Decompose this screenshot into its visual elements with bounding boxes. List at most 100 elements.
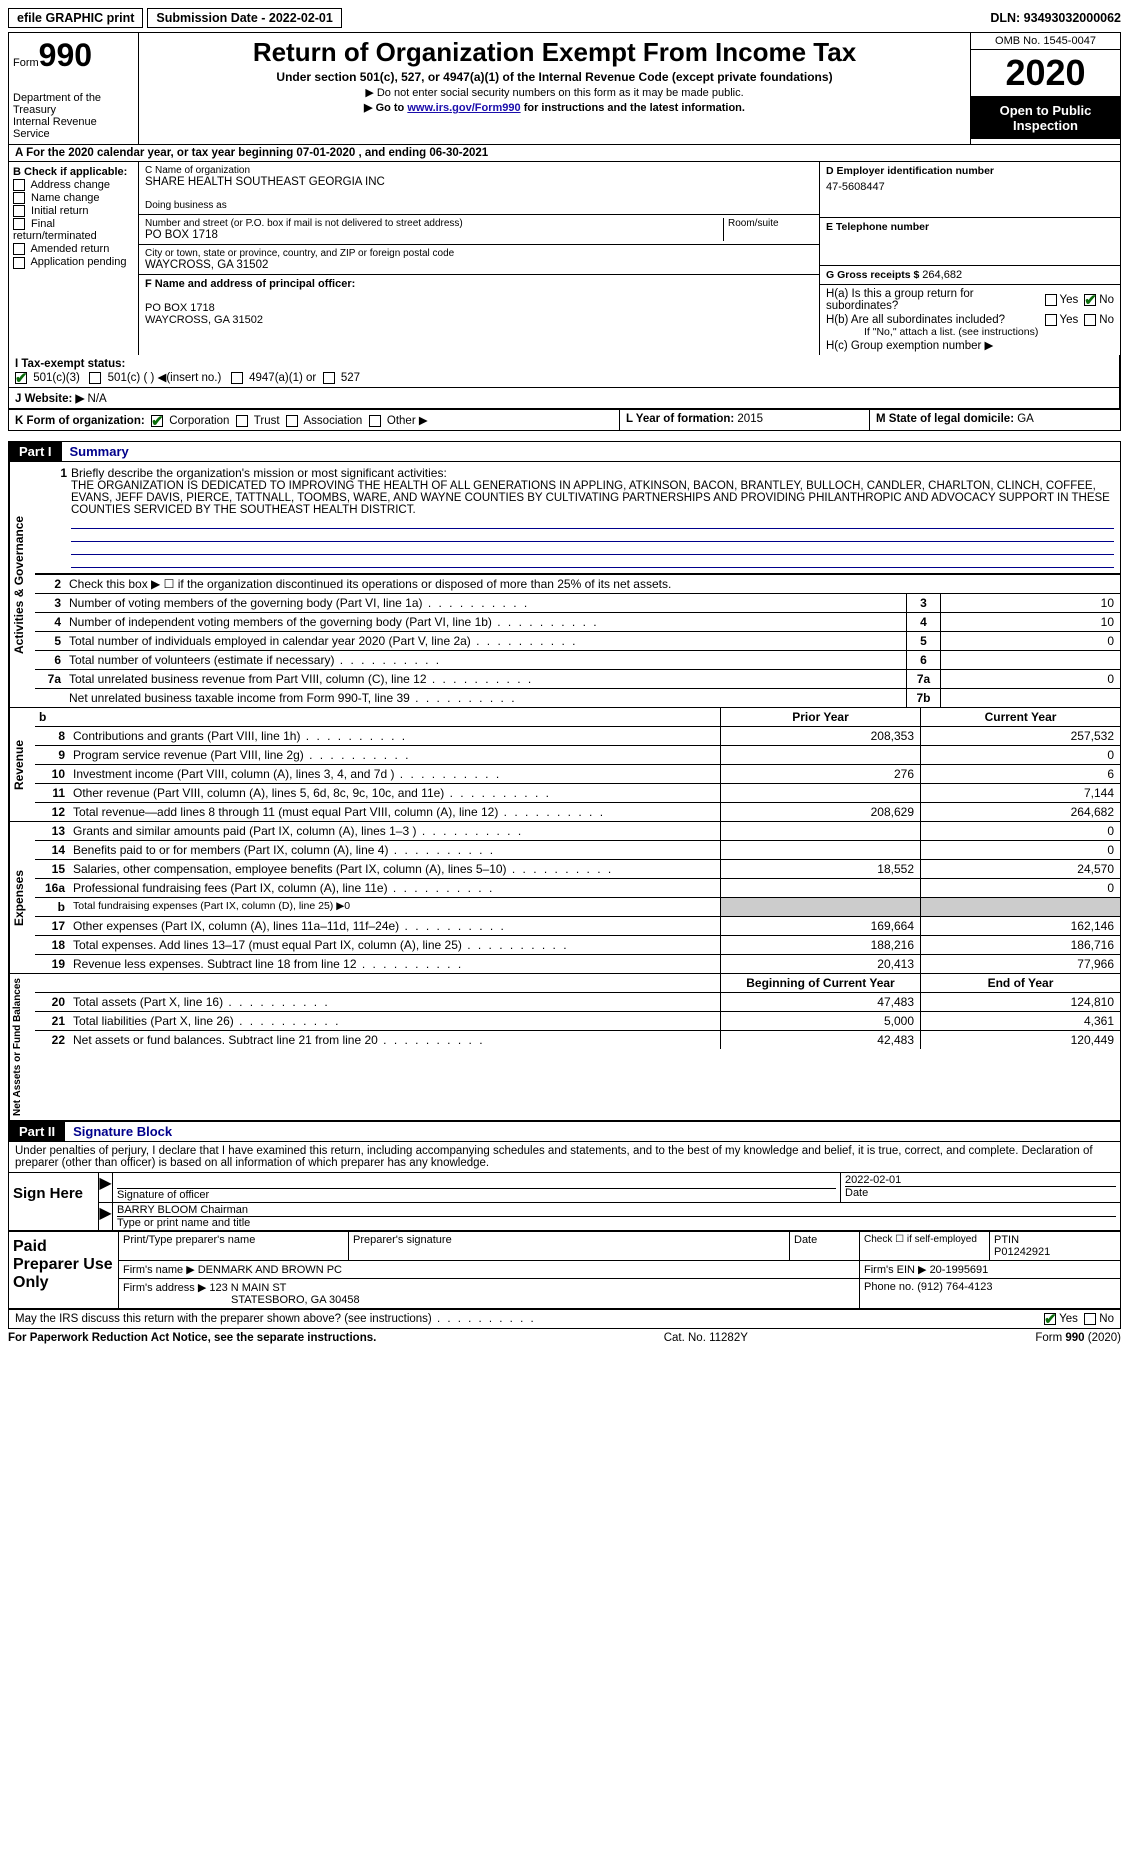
line-text: Net unrelated business taxable income fr… xyxy=(65,689,906,707)
k-checkbox[interactable] xyxy=(151,415,163,427)
col-b-item[interactable]: Address change xyxy=(13,179,134,191)
hb-yes: Yes xyxy=(1060,314,1079,326)
checkbox-icon[interactable] xyxy=(13,205,25,217)
line-2-text: Check this box ▶ ☐ if the organization d… xyxy=(65,575,1120,593)
k-option[interactable]: Corporation xyxy=(148,415,230,427)
l-value: 2015 xyxy=(737,413,763,425)
line-text: Total unrelated business revenue from Pa… xyxy=(65,670,906,688)
current-value: 0 xyxy=(920,879,1120,897)
firm-addr2: STATESBORO, GA 30458 xyxy=(231,1294,360,1306)
current-value: 0 xyxy=(920,822,1120,840)
addr-label: Number and street (or P.O. box if mail i… xyxy=(145,218,723,229)
col-b-item[interactable]: Application pending xyxy=(13,256,134,268)
hb-note: If "No," attach a list. (see instruction… xyxy=(864,326,1114,338)
col-b-item[interactable]: Initial return xyxy=(13,205,134,217)
opt-501c: 501(c) ( ) ◀(insert no.) xyxy=(108,372,222,384)
current-value: 162,146 xyxy=(920,917,1120,935)
expenses-body: 13Grants and similar amounts paid (Part … xyxy=(35,822,1120,973)
current-value: 264,682 xyxy=(920,803,1120,821)
k-option[interactable]: Association xyxy=(280,415,363,427)
officer-addr1: PO BOX 1718 xyxy=(145,302,813,314)
footer-left: For Paperwork Reduction Act Notice, see … xyxy=(8,1332,376,1344)
ha-yes-checkbox[interactable] xyxy=(1045,294,1057,306)
firm-phone-label: Phone no. xyxy=(864,1281,917,1293)
gross-cell: G Gross receipts $ 264,682 xyxy=(820,266,1120,285)
topbar: efile GRAPHIC print Submission Date - 20… xyxy=(8,8,1121,28)
sig-label: Signature of officer xyxy=(117,1188,836,1201)
gov-row: 5Total number of individuals employed in… xyxy=(35,631,1120,650)
fin-row: 13Grants and similar amounts paid (Part … xyxy=(35,822,1120,840)
date-label: Date xyxy=(845,1186,1116,1199)
hb-no-checkbox[interactable] xyxy=(1084,314,1096,326)
gross-label: G Gross receipts $ xyxy=(826,269,922,281)
vlabel-governance: Activities & Governance xyxy=(9,462,35,707)
prior-value xyxy=(720,841,920,859)
net-assets-section: Net Assets or Fund Balances Beginning of… xyxy=(8,974,1121,1121)
expenses-section: Expenses 13Grants and similar amounts pa… xyxy=(8,822,1121,974)
mission-block: 1 Briefly describe the organization's mi… xyxy=(35,462,1120,574)
revenue-header: b Prior Year Current Year xyxy=(35,708,1120,727)
prior-value xyxy=(720,898,920,916)
checkbox-icon[interactable] xyxy=(13,192,25,204)
blank-line xyxy=(71,556,1114,568)
header-title-block: Return of Organization Exempt From Incom… xyxy=(139,33,970,144)
fin-row: 19Revenue less expenses. Subtract line 1… xyxy=(35,954,1120,973)
prior-year-header: Prior Year xyxy=(720,708,920,726)
line-value: 0 xyxy=(940,670,1120,688)
hb-no: No xyxy=(1099,314,1114,326)
irs-link[interactable]: www.irs.gov/Form990 xyxy=(407,102,520,114)
submission-date-button[interactable]: Submission Date - 2022-02-01 xyxy=(147,8,341,28)
dba-label: Doing business as xyxy=(145,200,813,211)
col-b-checkboxes: B Check if applicable: Address change Na… xyxy=(9,162,139,355)
line-text: Professional fundraising fees (Part IX, … xyxy=(69,879,720,897)
line-num: b xyxy=(35,898,69,916)
col-b-item[interactable]: Final return/terminated xyxy=(13,218,134,242)
line-box-num: 6 xyxy=(906,651,940,669)
opt-527: 527 xyxy=(341,372,360,384)
year-formation-cell: L Year of formation: 2015 xyxy=(620,410,870,430)
ha-no-checkbox[interactable] xyxy=(1084,294,1096,306)
col-b-item[interactable]: Amended return xyxy=(13,243,134,255)
line-num xyxy=(35,689,65,707)
addr-cell: Number and street (or P.O. box if mail i… xyxy=(139,215,819,245)
fin-row: bTotal fundraising expenses (Part IX, co… xyxy=(35,897,1120,916)
k-checkbox[interactable] xyxy=(369,415,381,427)
col-b-label: B Check if applicable: xyxy=(13,166,134,178)
row-k-form-org: K Form of organization: Corporation Trus… xyxy=(8,409,1121,431)
prior-value: 5,000 xyxy=(720,1012,920,1030)
k-option[interactable]: Trust xyxy=(229,415,279,427)
ha-no: No xyxy=(1099,294,1114,306)
discuss-no-checkbox[interactable] xyxy=(1084,1313,1096,1325)
checkbox-icon[interactable] xyxy=(13,179,25,191)
efile-button[interactable]: efile GRAPHIC print xyxy=(8,8,143,28)
fin-row: 15Salaries, other compensation, employee… xyxy=(35,859,1120,878)
discuss-yes-checkbox[interactable] xyxy=(1044,1313,1056,1325)
k-checkbox[interactable] xyxy=(236,415,248,427)
checkbox-icon[interactable] xyxy=(13,218,25,230)
501c3-checkbox[interactable] xyxy=(15,372,27,384)
ha-label: H(a) Is this a group return for subordin… xyxy=(826,288,1045,312)
inspect-1: Open to Public xyxy=(1000,103,1092,118)
signature-intro: Under penalties of perjury, I declare th… xyxy=(8,1142,1121,1173)
checkbox-icon[interactable] xyxy=(13,243,25,255)
fin-row: 10Investment income (Part VIII, column (… xyxy=(35,764,1120,783)
checkbox-icon[interactable] xyxy=(13,257,25,269)
mission-text: THE ORGANIZATION IS DEDICATED TO IMPROVI… xyxy=(71,480,1114,516)
hb-yes-checkbox[interactable] xyxy=(1045,314,1057,326)
col-b-item[interactable]: Name change xyxy=(13,192,134,204)
arrow-icon: ▶ xyxy=(99,1173,113,1202)
4947-checkbox[interactable] xyxy=(231,372,243,384)
footer-form: 990 xyxy=(1065,1332,1084,1344)
k-checkbox[interactable] xyxy=(286,415,298,427)
ptin-value: P01242921 xyxy=(994,1246,1050,1258)
row-i-tax-exempt: I Tax-exempt status: 501(c)(3) 501(c) ( … xyxy=(8,355,1121,388)
form-header: Form990 Department of the Treasury Inter… xyxy=(8,32,1121,144)
net-header: Beginning of Current Year End of Year xyxy=(35,974,1120,993)
mission-num: 1 xyxy=(41,466,71,569)
line-2-num: 2 xyxy=(35,575,65,593)
form-org-cell: K Form of organization: Corporation Trus… xyxy=(9,410,620,430)
501c-checkbox[interactable] xyxy=(89,372,101,384)
k-option[interactable]: Other ▶ xyxy=(362,415,427,427)
k-label: K Form of organization: xyxy=(15,415,145,427)
527-checkbox[interactable] xyxy=(323,372,335,384)
